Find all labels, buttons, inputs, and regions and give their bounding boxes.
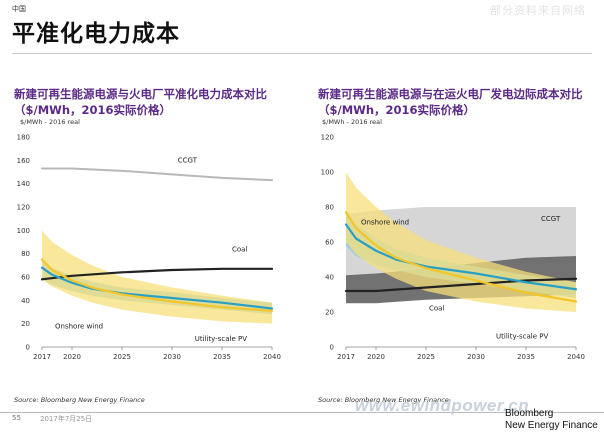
utility-scale-pv-line	[344, 211, 578, 303]
y-tick-label: 20	[325, 309, 334, 317]
site-watermark: www.ewindpower.cn	[355, 396, 530, 415]
utility-scale-pv-line	[40, 258, 274, 312]
onshore-wind-label: Onshore wind	[55, 322, 103, 330]
y-tick-label: 140	[17, 180, 30, 188]
x-tick-label: 2025	[417, 353, 435, 361]
chart-source-right: Source: Bloomberg New Energy Finance	[318, 396, 449, 404]
chart-source-left: Source: Bloomberg New Energy Finance	[14, 396, 145, 404]
chart-title-left-line2: （$/MWh，2016实际价格）	[14, 103, 172, 117]
page-title: 平准化电力成本	[12, 21, 180, 47]
y-tick-label: 80	[325, 204, 334, 212]
x-tick-label: 2035	[517, 353, 535, 361]
x-tick-label: 2040	[567, 353, 585, 361]
x-tick-label: 2020	[63, 353, 81, 361]
coal-label: Coal	[429, 304, 444, 312]
y-tick-label: 160	[17, 157, 30, 165]
y-tick-label: 20	[21, 320, 30, 328]
y-tick-label: 0	[330, 344, 334, 352]
brand-line1: Bloomberg	[505, 408, 554, 419]
chart-title-right-line1: 新建可再生能源电源与在运火电厂发电边际成本对比	[318, 87, 583, 101]
y-tick-label: 0	[26, 344, 30, 352]
y-tick-label: 180	[17, 134, 30, 142]
utility-scale-pv-band	[42, 230, 272, 324]
x-tick-label: 2025	[113, 353, 131, 361]
chart-unit-right: $/MWh - 2016 real	[322, 118, 382, 126]
brand-line2: New Energy Finance	[505, 420, 598, 431]
chart-title-left: 新建可再生能源电源与火电厂平准化电力成本对比 （$/MWh，2016实际价格）	[14, 86, 267, 118]
x-tick-label: 2030	[163, 353, 181, 361]
x-tick-label: 2017	[337, 353, 355, 361]
corner-watermark: 部分资料来自网络	[490, 4, 586, 17]
utility-scale-pv-label: Utility-scale PV	[195, 335, 247, 343]
ccgt-label: CCGT	[541, 215, 561, 223]
x-tick-label: 2035	[213, 353, 231, 361]
x-tick-label: 2020	[367, 353, 385, 361]
y-tick-label: 120	[17, 204, 30, 212]
footer-rule	[0, 412, 604, 413]
y-tick-label: 80	[21, 250, 30, 258]
y-tick-label: 100	[321, 169, 334, 177]
y-tick-label: 60	[325, 239, 334, 247]
x-tick-label: 2017	[33, 353, 51, 361]
y-tick-label: 60	[21, 274, 30, 282]
page-number: 55	[12, 414, 21, 422]
chart-title-left-line1: 新建可再生能源电源与火电厂平准化电力成本对比	[14, 87, 267, 101]
region-label: 中国	[12, 5, 26, 13]
utility-scale-pv-label: Utility-scale PV	[496, 332, 548, 340]
ccgt-line	[41, 167, 273, 182]
onshore-wind-label: Onshore wind	[361, 219, 409, 227]
chart-unit-left: $/MWh - 2016 real	[20, 118, 80, 126]
x-tick-label: 2030	[467, 353, 485, 361]
y-tick-label: 100	[17, 227, 30, 235]
chart-title-right-line2: （$/MWh，2016实际价格）	[318, 103, 476, 117]
y-tick-label: 40	[21, 297, 30, 305]
chart-title-right: 新建可再生能源电源与在运火电厂发电边际成本对比 （$/MWh，2016实际价格）	[318, 86, 583, 118]
title-divider	[12, 53, 592, 54]
coal-line	[344, 277, 578, 293]
y-tick-label: 40	[325, 274, 334, 282]
utility-scale-pv-band	[346, 172, 576, 312]
footer-date: 2017年7月25日	[40, 415, 93, 423]
coal-label: Coal	[232, 245, 247, 253]
y-tick-label: 120	[321, 134, 334, 142]
brand-logo: Bloomberg New Energy Finance	[505, 408, 598, 432]
x-tick-label: 2040	[263, 353, 281, 361]
ccgt-label: CCGT	[178, 157, 198, 165]
coal-line	[40, 267, 274, 281]
